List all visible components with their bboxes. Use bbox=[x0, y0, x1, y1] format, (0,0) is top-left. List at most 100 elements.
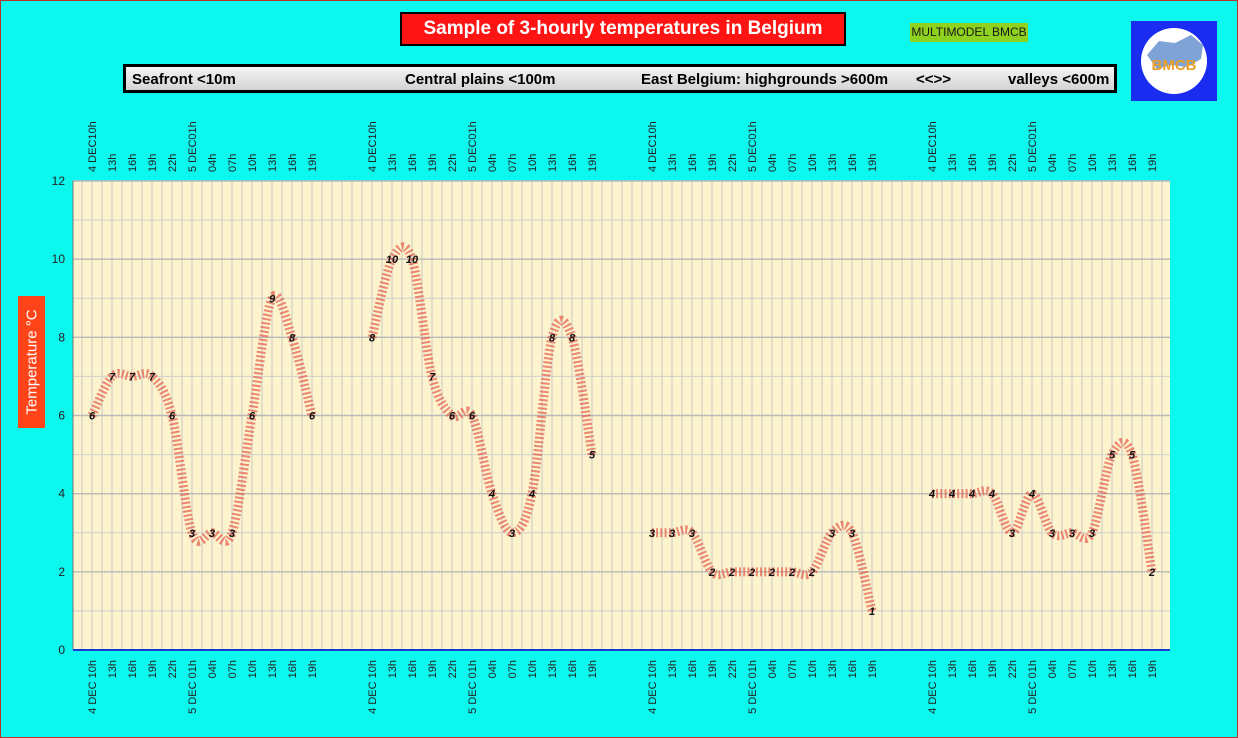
logo-text: BMCB bbox=[1152, 57, 1197, 74]
data-label: 3 bbox=[1049, 528, 1055, 540]
series-point bbox=[210, 531, 214, 535]
bottom-tick-label: 16h bbox=[967, 660, 979, 678]
series-point bbox=[470, 414, 474, 417]
top-tick-label: 13h bbox=[547, 154, 559, 172]
series-point bbox=[850, 531, 854, 535]
top-tick-label: 07h bbox=[507, 154, 519, 172]
series-point bbox=[430, 374, 434, 378]
bottom-tick-label: 04h bbox=[767, 660, 779, 678]
data-label: 3 bbox=[189, 528, 195, 540]
data-label: 10 bbox=[406, 254, 419, 266]
top-tick-label: 4 DEC10h bbox=[367, 121, 379, 172]
bottom-tick-label: 04h bbox=[1047, 660, 1059, 678]
series-point bbox=[450, 414, 454, 417]
bottom-tick-label: 19h bbox=[427, 660, 439, 678]
bottom-tick-label: 10h bbox=[247, 660, 259, 678]
top-tick-label: 4 DEC10h bbox=[647, 121, 659, 172]
series-point bbox=[970, 492, 974, 496]
series-point bbox=[230, 531, 234, 535]
region-seafront: Seafront <10m bbox=[132, 71, 236, 88]
bottom-tick-label: 13h bbox=[267, 660, 279, 678]
bottom-tick-label: 5 DEC 01h bbox=[747, 660, 759, 714]
top-tick-label: 19h bbox=[427, 154, 439, 172]
data-label: 7 bbox=[129, 371, 136, 383]
data-label: 6 bbox=[449, 411, 456, 423]
data-label: 8 bbox=[569, 332, 576, 344]
region-valleys: valleys <600m bbox=[1008, 71, 1110, 88]
series-point bbox=[290, 335, 294, 339]
top-tick-label: 10h bbox=[247, 154, 259, 172]
top-tick-label: 16h bbox=[407, 154, 419, 172]
bottom-tick-label: 13h bbox=[107, 660, 119, 678]
series-point bbox=[390, 257, 394, 261]
top-tick-label: 13h bbox=[267, 154, 279, 172]
series-point bbox=[870, 609, 874, 613]
series-point bbox=[130, 374, 134, 378]
top-tick-label: 16h bbox=[567, 154, 579, 172]
data-label: 2 bbox=[808, 567, 815, 579]
data-label: 2 bbox=[1148, 567, 1155, 579]
data-label: 5 bbox=[1129, 450, 1136, 462]
data-label: 6 bbox=[309, 411, 316, 423]
bottom-tick-label: 04h bbox=[487, 660, 499, 678]
series-point bbox=[1050, 531, 1054, 535]
region-separator: <<>> bbox=[916, 71, 952, 88]
data-label: 6 bbox=[89, 411, 96, 423]
data-label: 4 bbox=[488, 489, 495, 501]
bottom-tick-label: 16h bbox=[407, 660, 419, 678]
bottom-tick-label: 22h bbox=[1007, 660, 1019, 678]
data-label: 4 bbox=[1028, 489, 1035, 501]
top-tick-label: 19h bbox=[587, 154, 599, 172]
data-label: 2 bbox=[728, 567, 735, 579]
data-label: 3 bbox=[1009, 528, 1015, 540]
y-tick-label: 12 bbox=[52, 174, 66, 188]
series-point bbox=[150, 374, 154, 378]
top-tick-label: 07h bbox=[1067, 154, 1079, 172]
data-label: 2 bbox=[748, 567, 755, 579]
bottom-tick-label: 13h bbox=[667, 660, 679, 678]
data-label: 5 bbox=[1109, 450, 1116, 462]
top-tick-label: 16h bbox=[847, 154, 859, 172]
series-point bbox=[1130, 453, 1134, 457]
top-tick-label: 10h bbox=[527, 154, 539, 172]
bottom-tick-label: 4 DEC 10h bbox=[367, 660, 379, 714]
data-label: 4 bbox=[928, 489, 935, 501]
bottom-tick-label: 13h bbox=[947, 660, 959, 678]
top-tick-label: 13h bbox=[947, 154, 959, 172]
bottom-tick-label: 16h bbox=[687, 660, 699, 678]
data-label: 2 bbox=[708, 567, 715, 579]
bottom-tick-label: 13h bbox=[827, 660, 839, 678]
top-tick-label: 13h bbox=[107, 154, 119, 172]
data-label: 4 bbox=[948, 489, 955, 501]
y-tick-label: 10 bbox=[52, 252, 66, 266]
series-point bbox=[190, 531, 194, 535]
top-tick-label: 10h bbox=[1087, 154, 1099, 172]
data-label: 3 bbox=[649, 528, 655, 540]
data-label: 3 bbox=[669, 528, 675, 540]
bottom-tick-label: 07h bbox=[787, 660, 799, 678]
bottom-tick-label: 19h bbox=[587, 660, 599, 678]
y-tick-label: 2 bbox=[58, 565, 65, 579]
y-tick-label: 4 bbox=[58, 487, 65, 501]
series-point bbox=[1110, 453, 1114, 457]
top-tick-label: 19h bbox=[1147, 154, 1159, 172]
top-tick-label: 13h bbox=[667, 154, 679, 172]
top-tick-label: 04h bbox=[207, 154, 219, 172]
bottom-tick-label: 10h bbox=[1087, 660, 1099, 678]
data-label: 4 bbox=[528, 489, 535, 501]
bottom-tick-label: 5 DEC 01h bbox=[1027, 660, 1039, 714]
series-point bbox=[730, 570, 734, 574]
bottom-tick-label: 10h bbox=[807, 660, 819, 678]
series-point bbox=[110, 374, 114, 378]
bottom-tick-label: 19h bbox=[707, 660, 719, 678]
y-tick-label: 8 bbox=[58, 330, 65, 344]
bottom-tick-label: 19h bbox=[307, 660, 319, 678]
data-label: 7 bbox=[149, 371, 156, 383]
data-label: 3 bbox=[849, 528, 855, 540]
model-badge: MULTIMODEL BMCB bbox=[910, 23, 1028, 42]
bottom-tick-label: 16h bbox=[1127, 660, 1139, 678]
bottom-tick-label: 22h bbox=[447, 660, 459, 678]
top-tick-label: 04h bbox=[1047, 154, 1059, 172]
data-label: 7 bbox=[109, 371, 116, 383]
